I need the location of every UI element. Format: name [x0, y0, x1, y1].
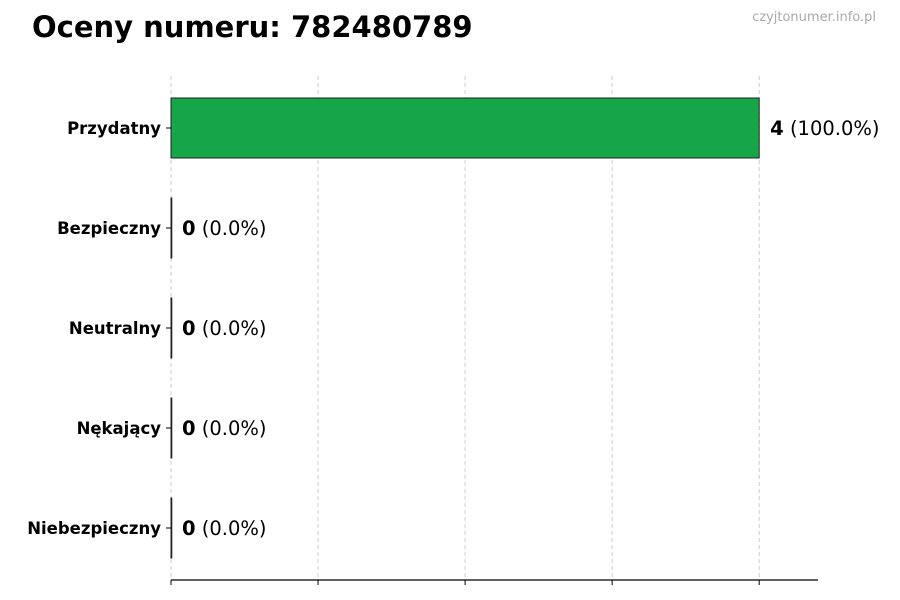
data-label: 0 (0.0%) — [182, 517, 267, 540]
data-label: 4 (100.0%) — [770, 117, 879, 140]
data-label: 0 (0.0%) — [182, 417, 267, 440]
category-label: Nękający — [77, 419, 162, 438]
watermark: czyjtonumer.info.pl — [752, 10, 876, 25]
category-label: Przydatny — [67, 119, 161, 138]
category-label: Neutralny — [69, 319, 161, 338]
category-label: Niebezpieczny — [27, 519, 161, 538]
category-label: Bezpieczny — [57, 219, 161, 238]
data-label: 0 (0.0%) — [182, 217, 267, 240]
chart-title: Oceny numeru: 782480789 — [32, 10, 473, 44]
bar — [170, 497, 173, 559]
bar — [170, 197, 173, 259]
bar — [170, 297, 173, 359]
bar — [170, 97, 760, 159]
bar — [170, 397, 173, 459]
data-label: 0 (0.0%) — [182, 317, 267, 340]
